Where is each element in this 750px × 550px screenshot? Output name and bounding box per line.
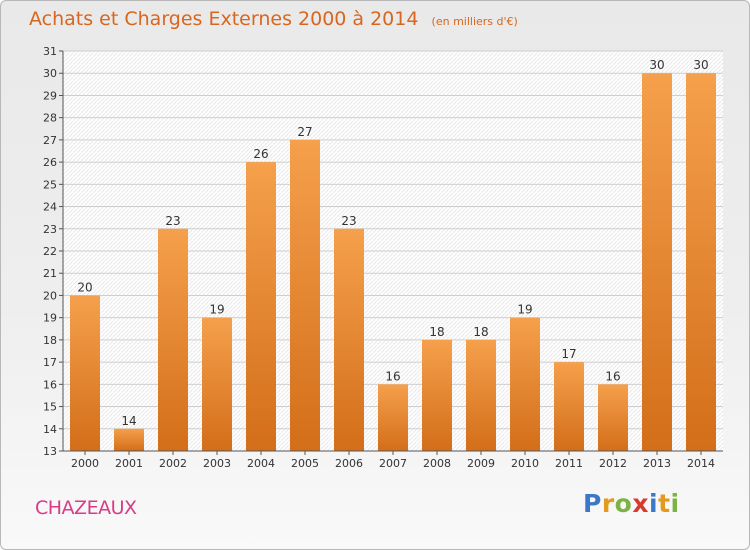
y-tick-label: 16 [43,378,57,391]
logo-letter: i [670,489,680,518]
bar-value-label: 23 [341,214,356,228]
bar-value-label: 19 [517,303,532,317]
x-tick-label: 2006 [335,457,363,470]
y-tick-label: 30 [43,67,57,80]
y-tick-label: 13 [43,445,57,458]
y-tick-label: 28 [43,112,57,125]
bar [246,162,276,451]
y-tick-label: 24 [43,201,57,214]
bar-value-label: 18 [473,325,488,339]
y-tick-label: 14 [43,423,57,436]
x-tick-label: 2013 [643,457,671,470]
bar [422,339,452,451]
bar-value-label: 30 [649,58,664,72]
x-tick-label: 2004 [247,457,275,470]
logo-letter: i [649,489,659,518]
bar-value-label: 16 [605,369,620,383]
bar [642,73,672,451]
x-tick-label: 2001 [115,457,143,470]
bar-value-label: 27 [297,125,312,139]
x-axis-labels: 2000 2001 2002 2003 2004 2005 2006 2007 2008 2009… [71,451,715,470]
logo-letter: r [601,489,615,518]
y-tick-label: 29 [43,89,57,102]
y-tick-label: 21 [43,267,57,280]
bar-value-label: 20 [77,280,92,294]
logo-letter: x [632,489,649,518]
y-tick-label: 25 [43,178,57,191]
commune-name: CHAZEAUX [35,497,137,519]
bar [70,295,100,451]
logo-letter: t [658,489,671,518]
bar [158,228,188,451]
bar-value-label: 23 [165,214,180,228]
y-tick-label: 18 [43,334,57,347]
bar-value-label: 18 [429,325,444,339]
bar [598,384,628,451]
y-axis-labels: 13 14 15 16 17 18 19 20 21 22 23 24 25 26 27 28 29 30 31 [43,45,63,458]
proxiti-logo: Proxiti [583,489,680,518]
bar [378,384,408,451]
y-tick-label: 17 [43,356,57,369]
logo-letter: o [614,489,633,518]
x-tick-label: 2003 [203,457,231,470]
x-tick-label: 2005 [291,457,319,470]
x-tick-label: 2007 [379,457,407,470]
y-tick-label: 27 [43,134,57,147]
y-tick-label: 20 [43,289,57,302]
chart-subtitle: (en milliers d'€) [431,15,518,28]
bar [554,362,584,451]
x-tick-label: 2002 [159,457,187,470]
chart-title: Achats et Charges Externes 2000 à 2014 [29,8,419,30]
bars-group [70,73,716,451]
bar [466,339,496,451]
y-tick-label: 19 [43,312,57,325]
bar [334,228,364,451]
bar-value-label: 19 [209,303,224,317]
bar [114,428,144,451]
y-tick-label: 15 [43,401,57,414]
x-tick-label: 2008 [423,457,451,470]
y-tick-label: 31 [43,45,57,58]
y-tick-label: 22 [43,245,57,258]
bar [686,73,716,451]
bar [510,317,540,451]
bar-value-label: 30 [693,58,708,72]
x-tick-label: 2014 [687,457,715,470]
bar-value-label: 14 [121,414,136,428]
bar-value-label: 26 [253,147,268,161]
x-tick-label: 2009 [467,457,495,470]
y-tick-label: 23 [43,223,57,236]
bar-value-label: 16 [385,369,400,383]
x-tick-label: 2012 [599,457,627,470]
value-labels: 20 14 23 19 26 27 23 16 18 18 19 17 16 30 30 [77,58,708,428]
bar-value-label: 17 [561,347,576,361]
x-tick-label: 2011 [555,457,583,470]
bar [202,317,232,451]
bar [290,139,320,451]
y-tick-label: 26 [43,156,57,169]
title-block: Achats et Charges Externes 2000 à 2014 (… [29,8,518,30]
x-tick-label: 2010 [511,457,539,470]
logo-letter: P [583,489,602,518]
x-tick-label: 2000 [71,457,99,470]
